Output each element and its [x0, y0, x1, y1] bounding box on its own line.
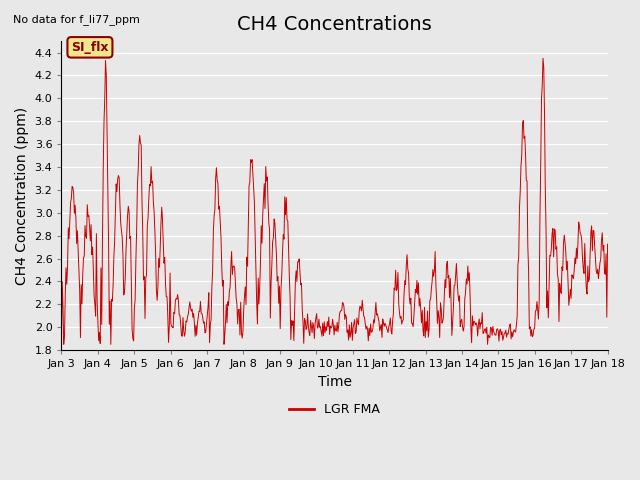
- X-axis label: Time: Time: [317, 374, 351, 389]
- Y-axis label: CH4 Concentration (ppm): CH4 Concentration (ppm): [15, 107, 29, 285]
- Text: No data for f_li77_ppm: No data for f_li77_ppm: [13, 14, 140, 25]
- Text: SI_flx: SI_flx: [71, 41, 109, 54]
- Legend: LGR FMA: LGR FMA: [284, 398, 385, 421]
- Title: CH4 Concentrations: CH4 Concentrations: [237, 15, 432, 34]
